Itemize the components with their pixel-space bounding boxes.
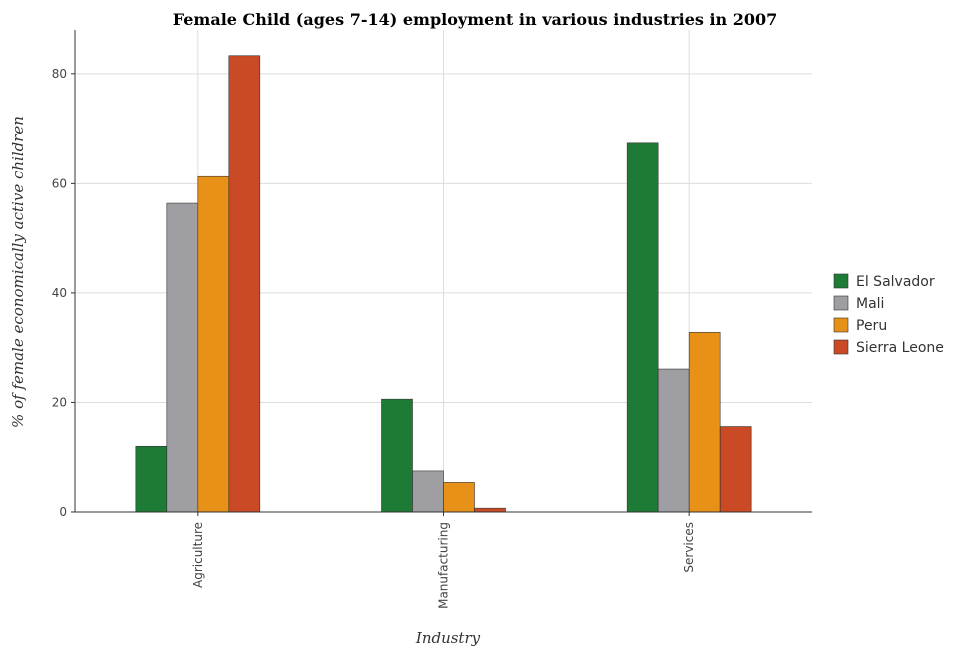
bar-el-salvador-services (626, 142, 659, 513)
y-tick-label: 60 (52, 176, 67, 190)
bars (135, 55, 752, 513)
y-tick-label: 0 (59, 505, 67, 519)
legend: El Salvador Mali Peru Sierra Leone (833, 273, 944, 356)
legend-swatch-peru (833, 317, 849, 333)
legend-swatch-el-salvador (833, 273, 849, 289)
legend-swatch-mali (833, 295, 849, 311)
legend-label-mali: Mali (856, 296, 884, 312)
bar-mali-manufacturing (412, 470, 444, 513)
x-axis-label: Industry (415, 629, 481, 647)
x-tick-label-agriculture: Agriculture (191, 522, 205, 588)
y-tick-labels: 0 20 40 60 80 (52, 67, 67, 519)
chart-title: Female Child (ages 7-14) employment in v… (173, 10, 778, 29)
bar-peru-agriculture (197, 175, 230, 513)
bar-peru-services (688, 332, 721, 513)
bar-mali-agriculture (166, 202, 199, 513)
legend-label-el-salvador: El Salvador (856, 274, 935, 290)
bar-el-salvador-agriculture (135, 445, 168, 513)
y-tick-label: 40 (52, 286, 67, 300)
y-axis-label: % of female economically active children (9, 116, 27, 428)
bar-sierra-leone-manufacturing (474, 507, 506, 513)
axes (71, 30, 812, 516)
y-tick-label: 20 (52, 395, 67, 409)
bar-mali-services (657, 368, 690, 513)
legend-label-sierra-leone: Sierra Leone (856, 340, 944, 356)
legend-swatch-sierra-leone (833, 339, 849, 355)
x-tick-label-manufacturing: Manufacturing (437, 522, 451, 609)
x-tick-labels: Agriculture Manufacturing Services (191, 522, 696, 609)
x-tick-label-services: Services (682, 522, 696, 573)
legend-label-peru: Peru (856, 318, 887, 334)
bar-el-salvador-manufacturing (381, 398, 413, 513)
bar-sierra-leone-services (719, 426, 752, 513)
y-tick-label: 80 (52, 67, 67, 81)
bar-peru-manufacturing (443, 482, 475, 513)
bar-sierra-leone-agriculture (228, 55, 261, 513)
